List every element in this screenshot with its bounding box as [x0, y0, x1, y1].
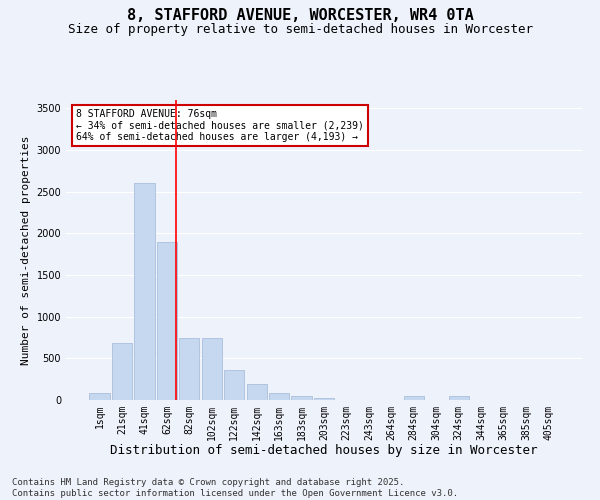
Bar	[247, 384, 267, 400]
Y-axis label: Number of semi-detached properties: Number of semi-detached properties	[21, 135, 31, 365]
Bar	[89, 394, 110, 400]
Bar	[202, 338, 222, 400]
Bar	[292, 396, 311, 400]
Bar	[134, 184, 155, 400]
Bar	[112, 344, 132, 400]
X-axis label: Distribution of semi-detached houses by size in Worcester: Distribution of semi-detached houses by …	[110, 444, 538, 458]
Text: Size of property relative to semi-detached houses in Worcester: Size of property relative to semi-detach…	[67, 22, 533, 36]
Bar	[157, 242, 177, 400]
Bar	[179, 338, 199, 400]
Bar	[269, 394, 289, 400]
Text: Contains HM Land Registry data © Crown copyright and database right 2025.
Contai: Contains HM Land Registry data © Crown c…	[12, 478, 458, 498]
Bar	[404, 396, 424, 400]
Bar	[449, 396, 469, 400]
Bar	[224, 370, 244, 400]
Text: 8 STAFFORD AVENUE: 76sqm
← 34% of semi-detached houses are smaller (2,239)
64% o: 8 STAFFORD AVENUE: 76sqm ← 34% of semi-d…	[76, 109, 364, 142]
Bar	[314, 398, 334, 400]
Text: 8, STAFFORD AVENUE, WORCESTER, WR4 0TA: 8, STAFFORD AVENUE, WORCESTER, WR4 0TA	[127, 8, 473, 22]
